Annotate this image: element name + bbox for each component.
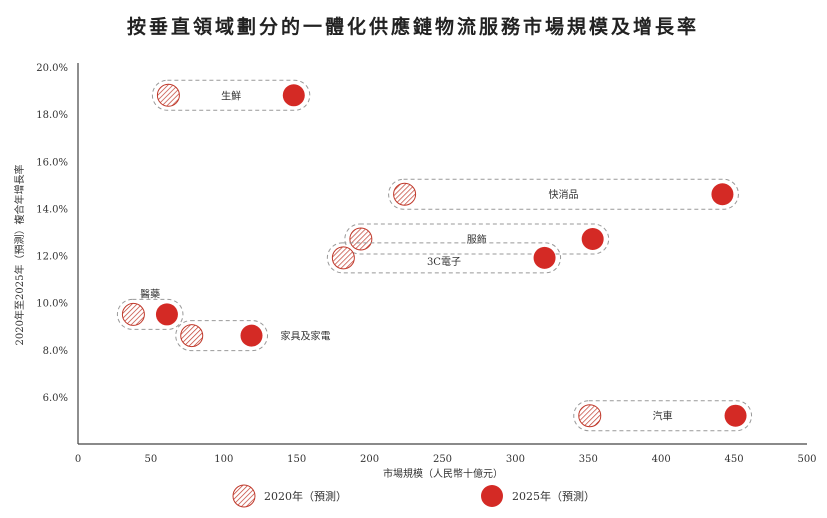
category-生鮮: 生鮮 (151, 79, 311, 111)
capsule-outline (116, 298, 184, 330)
capsule-outline (175, 320, 269, 352)
legend-marker-2025 (481, 485, 503, 507)
category-label: 3C電子 (427, 256, 461, 268)
capsule-outline (151, 79, 311, 111)
bubble-2020 (156, 83, 180, 107)
bubble-2020 (180, 324, 204, 348)
bubble-2025 (240, 324, 263, 347)
x-tick-label: 200 (360, 454, 379, 465)
bubble-2025 (533, 246, 556, 269)
x-tick-label: 250 (433, 454, 452, 465)
x-tick-label: 500 (797, 454, 816, 465)
category-3C電子: 3C電子 (326, 242, 562, 274)
category-醫藥: 醫藥 (116, 288, 184, 330)
bubble-2025 (711, 183, 734, 206)
x-axis-label: 市場規模（人民幣十億元） (383, 467, 503, 480)
bubble-2020 (578, 404, 602, 428)
bubble-2020 (393, 182, 417, 206)
x-tick-label: 450 (725, 454, 744, 465)
category-服飾: 服飾 (344, 223, 610, 255)
category-label: 生鮮 (221, 89, 241, 102)
y-tick-label: 10.0% (36, 299, 68, 310)
x-tick-label: 150 (287, 454, 306, 465)
capsule-outline (573, 400, 753, 432)
category-label: 服飾 (467, 233, 487, 246)
y-tick-label: 12.0% (36, 252, 68, 263)
legend-label: 2020年（預測） (264, 489, 347, 503)
y-tick-label: 16.0% (36, 157, 68, 168)
y-tick-label: 8.0% (43, 346, 68, 357)
capsule-outline (326, 242, 562, 274)
category-label: 醫藥 (140, 288, 160, 300)
category-label: 家具及家電 (281, 330, 331, 343)
bubble-2020 (331, 246, 355, 270)
chart-title: 按垂直領域劃分的一體化供應鏈物流服務市場規模及增長率 (127, 15, 699, 38)
category-label: 快消品 (549, 188, 579, 201)
x-tick-label: 0 (75, 454, 81, 465)
bubble-2025 (724, 404, 747, 427)
y-axis-label: 2020年至2025年（預測）複合年增長率 (13, 165, 26, 346)
bubble-2025 (155, 303, 178, 326)
bubble-2025 (581, 228, 604, 251)
capsule-outline (388, 178, 739, 210)
bubble-2020 (121, 302, 145, 326)
category-label: 汽車 (653, 410, 673, 423)
y-tick-label: 18.0% (36, 110, 68, 121)
category-快消品: 快消品 (388, 178, 739, 210)
x-tick-label: 300 (506, 454, 525, 465)
bubble-2020 (349, 227, 373, 251)
y-tick-label: 14.0% (36, 204, 68, 215)
y-tick-label: 6.0% (43, 393, 68, 404)
y-tick-label: 20.0% (36, 63, 68, 74)
x-tick-label: 350 (579, 454, 598, 465)
x-tick-label: 50 (145, 454, 158, 465)
category-汽車: 汽車 (573, 400, 753, 432)
x-tick-label: 100 (214, 454, 233, 465)
x-tick-label: 400 (652, 454, 671, 465)
legend-label: 2025年（預測） (512, 489, 595, 503)
bubble-2025 (282, 84, 305, 107)
legend-marker-2020 (232, 484, 256, 508)
category-家具及家電: 家具及家電 (175, 320, 331, 352)
